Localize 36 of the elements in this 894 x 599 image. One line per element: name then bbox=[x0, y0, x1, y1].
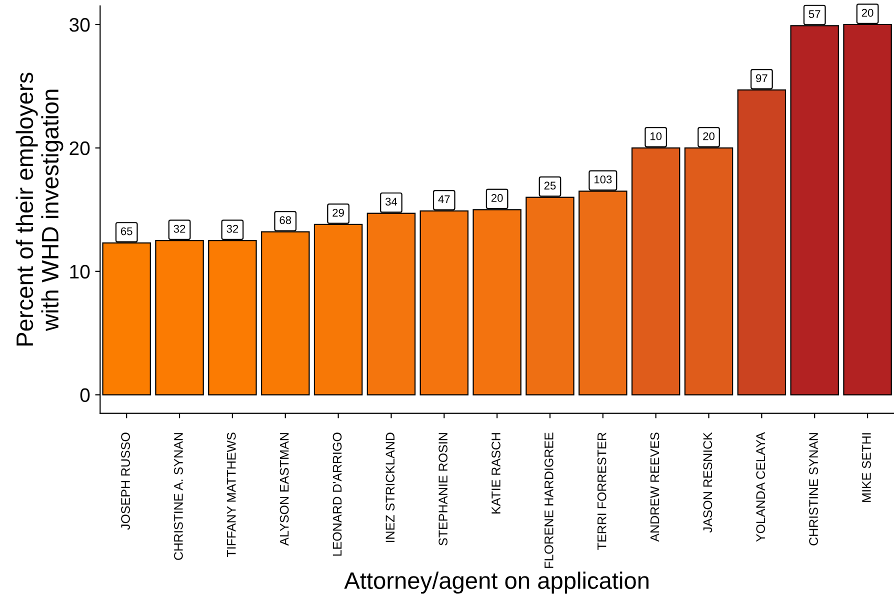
annotation: 29 bbox=[332, 208, 344, 217]
y-tick-label: 0 bbox=[80, 388, 90, 402]
annotation: 20 bbox=[703, 132, 715, 140]
x-tick-label: CHRISTINE SYNAN bbox=[809, 433, 818, 546]
annotation: 97 bbox=[756, 74, 768, 82]
x-tick-label: YOLANDA CELAYA bbox=[756, 432, 766, 542]
annotation: 47 bbox=[438, 195, 450, 204]
annotation: 32 bbox=[174, 224, 186, 233]
x-tick-label: STEPHANIE ROSIN bbox=[438, 433, 448, 546]
x-tick-label: ANDREW REEVES bbox=[650, 432, 660, 542]
annotation: 103 bbox=[594, 176, 612, 184]
annotation: 32 bbox=[226, 224, 238, 233]
x-tick-label: LEONARD D'ARRIGO bbox=[332, 432, 342, 556]
x-tick-label: KATIE RASCH bbox=[492, 433, 500, 514]
x-tick-label: INEZ STRICKLAND bbox=[386, 432, 395, 542]
annotation: 10 bbox=[650, 132, 662, 140]
x-tick-label: JOSEPH RUSSO bbox=[121, 432, 130, 530]
annotation: 68 bbox=[280, 216, 292, 224]
y-axis-title: Percent of their employers with WHD investigation bbox=[16, 72, 64, 346]
annotation: 34 bbox=[385, 198, 398, 206]
y-tick-label: 30 bbox=[70, 18, 90, 32]
x-tick-label: TIFFANY MATTHEWS bbox=[226, 432, 236, 558]
x-axis-title: Attorney/agent on application bbox=[344, 572, 648, 594]
y-tick-label: 10 bbox=[70, 264, 90, 279]
annotation: 20 bbox=[862, 8, 874, 17]
y-tick-label: 20 bbox=[70, 141, 90, 156]
annotation: 57 bbox=[808, 10, 820, 18]
x-tick-label: CHRISTINE A. SYNAN bbox=[174, 433, 183, 560]
annotation: 20 bbox=[491, 194, 503, 202]
annotation: 25 bbox=[544, 182, 556, 190]
x-tick-label: FLORENE HARDIGREE bbox=[544, 432, 554, 568]
x-tick-label: JASON RESNICK bbox=[703, 432, 712, 533]
annotation: 65 bbox=[120, 227, 132, 236]
x-tick-label: MIKE SETHI bbox=[862, 433, 871, 502]
x-tick-label: TERRI FORRESTER bbox=[597, 432, 606, 550]
x-tick-label: ALYSON EASTMAN bbox=[280, 433, 289, 546]
